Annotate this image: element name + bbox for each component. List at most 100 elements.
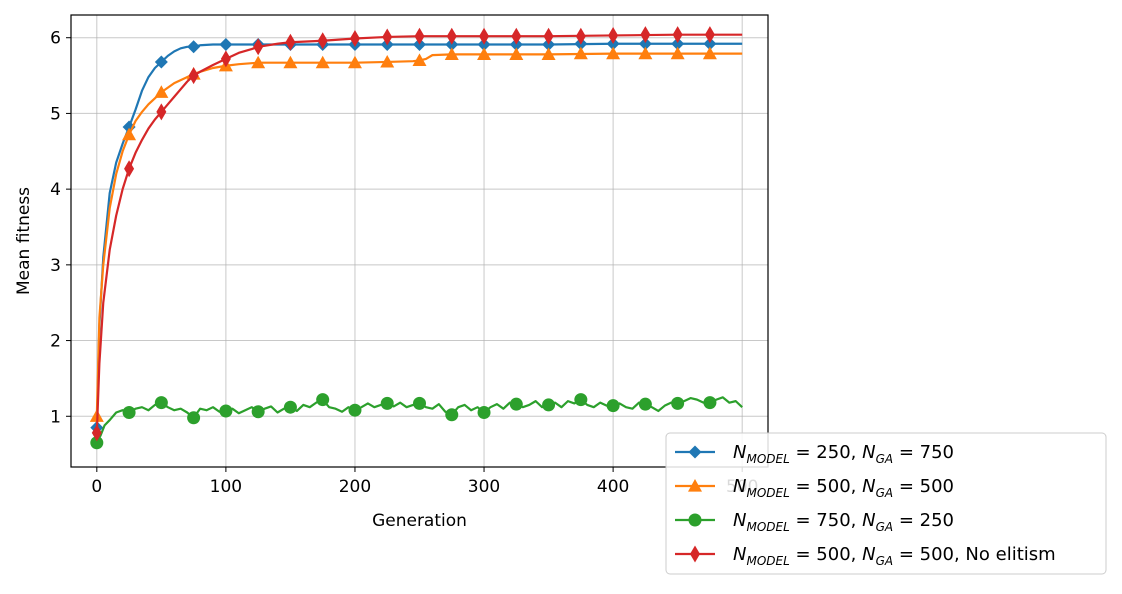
series-3-point [380, 396, 394, 410]
legend-marker [690, 545, 700, 563]
legend-label: NMODEL = 500, NGA = 500, No elitism [733, 544, 1056, 568]
series-1-point [671, 37, 685, 51]
legend-value: = 500 [893, 544, 954, 565]
series-3-point [283, 400, 297, 414]
series-3-point [445, 408, 459, 422]
series-3-point [219, 404, 233, 418]
y-tick-label: 6 [50, 29, 61, 49]
series-3-point [413, 396, 426, 410]
legend-subscript: MODEL [746, 452, 789, 466]
legend-symbol: N [862, 476, 875, 497]
series-2-point [541, 47, 556, 60]
legend-suffix: , No elitism [954, 544, 1056, 565]
series-3-point [90, 436, 104, 450]
series-3-point [509, 397, 523, 411]
legend-symbol: N [733, 442, 746, 463]
y-tick-label: 5 [50, 104, 61, 124]
series-1 [90, 37, 743, 435]
series-3-point [638, 397, 652, 411]
series-3-point [251, 405, 265, 419]
series-2 [89, 46, 743, 422]
series-1-line [95, 42, 743, 428]
series-2-point [638, 46, 653, 60]
legend-entry-1: NMODEL = 250, NGA = 750 [675, 442, 954, 466]
legend-subscript: GA [876, 486, 894, 500]
legend-marker [688, 513, 702, 527]
series-2-point [251, 55, 266, 69]
series-4-point [414, 27, 425, 45]
series-4-point [640, 26, 651, 44]
series-2-point [412, 53, 427, 67]
series-3-point [122, 405, 136, 419]
series-layer [89, 26, 743, 450]
series-4-point [317, 32, 328, 50]
y-tick-label: 4 [50, 180, 61, 200]
axis-ticks: 0100200300400500123456 [50, 29, 758, 497]
series-4 [91, 26, 743, 442]
legend-value: = 250 [893, 510, 954, 531]
series-2-point [477, 47, 492, 60]
x-tick-label: 200 [339, 477, 371, 497]
series-4-point [704, 26, 715, 44]
x-tick-label: 300 [468, 477, 500, 497]
series-3-point [316, 393, 330, 407]
series-2-point [283, 55, 298, 69]
series-2-point [122, 127, 137, 141]
series-4-point [156, 103, 167, 121]
series-2-point [315, 55, 330, 69]
series-1-point [187, 40, 201, 54]
series-4-point [285, 33, 296, 51]
series-3-point [703, 396, 717, 410]
series-2-point [380, 54, 395, 68]
legend-symbol: N [733, 544, 746, 565]
series-3-point [671, 396, 685, 410]
legend-subscript: GA [876, 520, 894, 534]
legend-symbol: N [733, 476, 746, 497]
series-2-point [154, 85, 169, 98]
legend-symbol: N [862, 544, 875, 565]
legend-label: NMODEL = 500, NGA = 500 [733, 476, 954, 500]
series-2-line [95, 52, 743, 417]
series-3-point [154, 396, 168, 410]
series-2-point [347, 55, 362, 69]
series-2-point [509, 47, 524, 60]
series-4-point [382, 28, 393, 46]
legend-entry-3: NMODEL = 750, NGA = 250 [675, 510, 954, 534]
plot-frame [70, 14, 769, 468]
legend-entry-2: NMODEL = 500, NGA = 500 [675, 476, 954, 500]
grid [71, 15, 768, 467]
legend-marker [688, 479, 702, 492]
series-4-point [446, 27, 457, 45]
x-tick-label: 400 [597, 477, 629, 497]
series-3-point [606, 399, 620, 413]
series-4-point [188, 67, 199, 85]
x-axis-label: Generation [372, 511, 467, 531]
series-3-point [348, 403, 362, 417]
series-2-point [670, 46, 685, 60]
series-3-point [477, 405, 491, 419]
legend-value: = 750 [893, 442, 954, 463]
legend-marker [688, 445, 702, 459]
legend-value: = 500 [893, 476, 954, 497]
series-4-point [543, 27, 554, 45]
series-3-point [542, 398, 556, 412]
y-tick-label: 3 [50, 256, 61, 276]
legend-value: = 250, [790, 442, 862, 463]
series-4-line [95, 33, 743, 433]
series-1-point [638, 37, 652, 51]
series-1-point [219, 38, 233, 52]
legend-subscript: GA [876, 554, 894, 568]
y-tick-label: 2 [50, 332, 61, 352]
legend-box [665, 432, 1107, 575]
legend-symbol: N [733, 510, 746, 531]
series-2-point [606, 46, 621, 60]
legend-label: NMODEL = 750, NGA = 250 [733, 510, 954, 534]
legend-subscript: MODEL [746, 520, 789, 534]
x-tick-label: 100 [210, 477, 242, 497]
series-2-point [573, 46, 588, 60]
legend-value: = 750, [790, 510, 862, 531]
series-3 [90, 393, 743, 450]
